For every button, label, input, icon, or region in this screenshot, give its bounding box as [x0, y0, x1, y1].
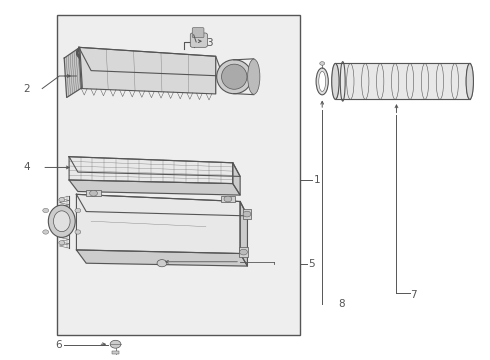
Circle shape: [90, 190, 98, 196]
Text: 8: 8: [338, 299, 344, 309]
Circle shape: [224, 196, 232, 202]
Polygon shape: [233, 163, 240, 195]
Text: 2: 2: [24, 84, 30, 94]
FancyBboxPatch shape: [190, 33, 207, 47]
Bar: [239, 247, 248, 257]
Text: 4: 4: [24, 162, 30, 172]
Polygon shape: [76, 194, 247, 216]
Circle shape: [43, 208, 49, 213]
Bar: [112, 351, 119, 354]
FancyBboxPatch shape: [192, 28, 204, 38]
Ellipse shape: [247, 59, 260, 94]
Polygon shape: [76, 194, 240, 253]
Polygon shape: [335, 63, 470, 99]
Polygon shape: [76, 250, 247, 266]
Circle shape: [110, 340, 121, 348]
Circle shape: [75, 208, 81, 213]
Polygon shape: [69, 157, 233, 184]
Ellipse shape: [466, 63, 473, 99]
Bar: [86, 190, 101, 197]
Ellipse shape: [332, 63, 339, 99]
Polygon shape: [79, 47, 216, 94]
Text: 6: 6: [55, 340, 62, 350]
Circle shape: [59, 240, 65, 245]
Bar: [220, 196, 235, 202]
Text: 5: 5: [309, 259, 315, 269]
Bar: [243, 209, 251, 220]
Circle shape: [43, 230, 49, 234]
Circle shape: [157, 260, 167, 267]
Circle shape: [59, 198, 65, 202]
Circle shape: [75, 230, 81, 234]
Ellipse shape: [221, 64, 247, 89]
Ellipse shape: [319, 71, 326, 91]
Polygon shape: [69, 157, 240, 176]
Polygon shape: [69, 180, 240, 195]
Ellipse shape: [316, 68, 328, 95]
Bar: [57, 15, 300, 335]
Ellipse shape: [49, 205, 75, 237]
Polygon shape: [79, 47, 223, 76]
Ellipse shape: [53, 211, 70, 231]
Circle shape: [243, 211, 251, 217]
Circle shape: [240, 249, 247, 255]
Text: 7: 7: [410, 290, 417, 300]
Text: 1: 1: [314, 175, 320, 185]
Polygon shape: [64, 47, 82, 98]
Circle shape: [320, 62, 325, 65]
Text: 3: 3: [206, 38, 213, 48]
Polygon shape: [240, 202, 247, 266]
Ellipse shape: [217, 60, 252, 94]
